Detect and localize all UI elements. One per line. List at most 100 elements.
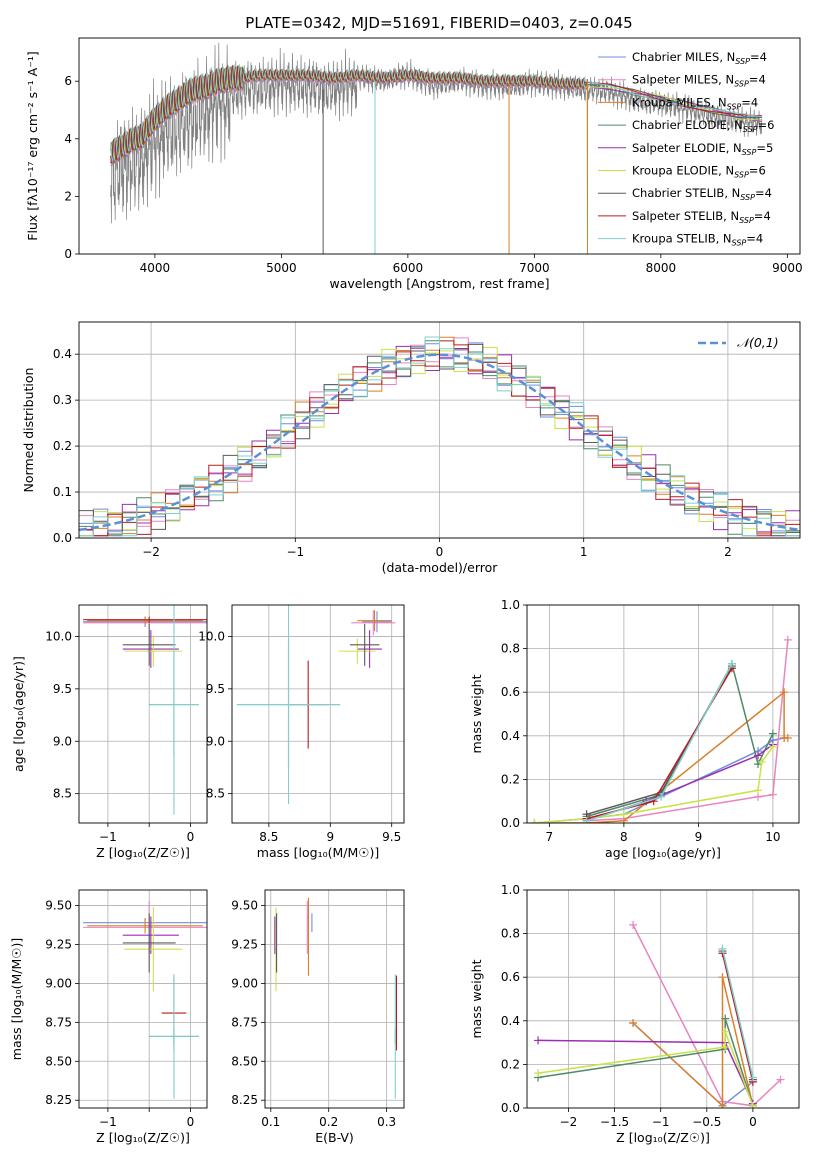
x-tick-label: 10 (765, 830, 780, 844)
legend-eq: = (749, 164, 759, 178)
x-tick-label: −1 (652, 1115, 670, 1129)
legend-eq: = (755, 186, 765, 200)
x-axis-label: Z [log₁₀(Z/Z☉)] (96, 1130, 190, 1145)
y-tick-label: 8.25 (45, 1093, 72, 1107)
x-tick-label: −1 (99, 1115, 117, 1129)
legend-label: Chabrier STELIB, NSSP=4 (632, 186, 772, 202)
x-tick-label: 8.5 (259, 830, 278, 844)
y-tick-label: 6 (64, 74, 72, 88)
x-tick-label: 9 (695, 830, 703, 844)
x-tick-label: −0.5 (692, 1115, 721, 1129)
y-tick-label: 9.25 (231, 938, 258, 952)
weight-point-marker (619, 810, 628, 819)
weight-series-line (534, 690, 788, 823)
axes-frame (231, 604, 405, 824)
x-axis-label: age [log₁₀(age/yr)] (605, 845, 721, 860)
weight-point-marker (783, 733, 792, 742)
legend-model-name: Chabrier STELIB (632, 186, 724, 200)
legend-ssp-subscript: SSP (735, 57, 750, 66)
weight-series-line (537, 1031, 754, 1107)
y-tick-label: 0.1 (53, 485, 72, 499)
y-axis-label: mass [log₁₀(M/M☉)] (9, 938, 24, 1060)
axes-frame (78, 321, 801, 539)
age-vs-mass-panel: 8.5 9 9.5 8.5 9.0 9.5 10.0 mass [log₁₀(M/M☉)] (198, 604, 405, 860)
y-tick-label: 8.25 (231, 1093, 258, 1107)
errorbar-plot-area (83, 900, 207, 1099)
x-tick-label: −1.5 (600, 1115, 629, 1129)
weight-vs-metallicity-panel: −2 −1.5 −1 −0.5 0 0.0 0.2 0.4 0.6 0.8 1.0 Z [log₁₀(… (469, 883, 800, 1145)
legend-model-name: Salpeter MILES (632, 73, 718, 87)
legend-eq: = (749, 73, 759, 87)
y-tick-label: 0.0 (501, 816, 520, 830)
axes-frame (526, 604, 800, 824)
x-tick-label: 9.5 (382, 830, 401, 844)
legend-nssp: 4 (760, 50, 767, 64)
y-tick-label: 8.5 (206, 787, 225, 801)
x-axis-label: mass [log₁₀(M/M☉)] (257, 845, 379, 860)
y-tick-label: 8.50 (45, 1054, 72, 1068)
legend-nssp: 5 (766, 141, 773, 155)
y-tick-label: 1.0 (501, 883, 520, 897)
legend-label: Salpeter MILES, NSSP=4 (632, 73, 766, 89)
weight-series-line (721, 953, 754, 1082)
y-tick-label: 8.50 (231, 1054, 258, 1068)
y-tick-label: 0.6 (501, 970, 520, 984)
legend-model-name: Kroupa ELODIE (632, 164, 718, 178)
figure-title: PLATE=0342, MJD=51691, FIBERID=0403, z=0… (245, 14, 632, 32)
legend-label: 𝒩(0,1) (737, 335, 779, 350)
y-tick-label: 0.6 (501, 685, 520, 699)
y-tick-label: 9.50 (45, 899, 72, 913)
errorbar-plot-area (236, 605, 396, 805)
x-tick-label: −1 (286, 545, 304, 559)
weight-point-marker (748, 1101, 757, 1108)
legend-n-prefix: , N (723, 209, 739, 223)
weight-point-marker (534, 1069, 543, 1078)
weight-point-marker (754, 751, 763, 760)
x-tick-label: 8 (620, 830, 628, 844)
axes-frame (78, 604, 208, 824)
residuals-panel: −2 −1 0 1 2 0.0 0.1 0.2 0.3 0.4 (data-model)/error… (21, 321, 801, 575)
y-tick-label: 0.2 (501, 1057, 520, 1071)
x-tick-label: 2 (724, 545, 732, 559)
y-axis-label: Normed distribution (21, 368, 36, 493)
legend-label: Chabrier ELODIE, NSSP=6 (632, 118, 774, 134)
y-tick-label: 9.25 (45, 938, 72, 952)
weight-series-line (537, 1018, 754, 1107)
weight-point-marker (768, 729, 777, 738)
legend-label: Kroupa MILES, NSSP=4 (632, 95, 758, 111)
y-tick-label: 9.50 (231, 899, 258, 913)
weight-point-marker (783, 635, 792, 644)
y-tick-label: 0.0 (501, 1101, 520, 1115)
legend-model-name: Salpeter ELODIE (632, 141, 726, 155)
y-tick-label: 9.5 (206, 682, 225, 696)
weight-point-marker (721, 1042, 730, 1051)
mass-vs-ebv-panel: 0.1 0.2 0.3 8.25 8.50 8.75 9.00 9.25 9.50 E(B-V) (231, 889, 405, 1145)
weight-point-marker (530, 819, 539, 823)
residuals-legend: 𝒩(0,1) (698, 335, 779, 350)
axes-frame (526, 889, 800, 1109)
x-tick-label: 0 (436, 545, 444, 559)
legend-model-name: Chabrier MILES (632, 50, 719, 64)
x-tick-label: −1 (99, 830, 117, 844)
weight-point-marker (718, 973, 727, 982)
legend-nssp: 6 (767, 118, 774, 132)
x-axis-label: E(B-V) (315, 1130, 354, 1145)
x-axis-label: Z [log₁₀(Z/Z☉)] (616, 1130, 710, 1145)
legend-ssp-subscript: SSP (734, 80, 749, 89)
legend-eq: = (746, 232, 756, 246)
y-axis-label: Flux [fλ10⁻¹⁷ erg cm⁻² s⁻¹ A⁻¹] (25, 51, 40, 240)
x-tick-label: 8000 (646, 261, 677, 275)
y-tick-label: 0.2 (501, 772, 520, 786)
age-vs-metallicity-panel: −1 0 8.5 9.0 9.5 10.0 Z [log₁₀(Z/Z☉)] age [log₁… (11, 604, 208, 860)
legend-nssp: 6 (758, 164, 765, 178)
y-tick-label: 0.2 (53, 439, 72, 453)
x-tick-label: 5000 (266, 261, 297, 275)
legend-model-name: Kroupa MILES (632, 95, 711, 109)
x-tick-label: 4000 (140, 261, 171, 275)
weight-point-marker (629, 1018, 638, 1027)
weight-point-marker (718, 1101, 727, 1108)
legend-model-name: Chabrier ELODIE (632, 118, 727, 132)
x-axis-label: (data-model)/error (382, 560, 499, 575)
weight-point-marker (768, 790, 777, 799)
x-tick-label: 0.2 (319, 1115, 338, 1129)
